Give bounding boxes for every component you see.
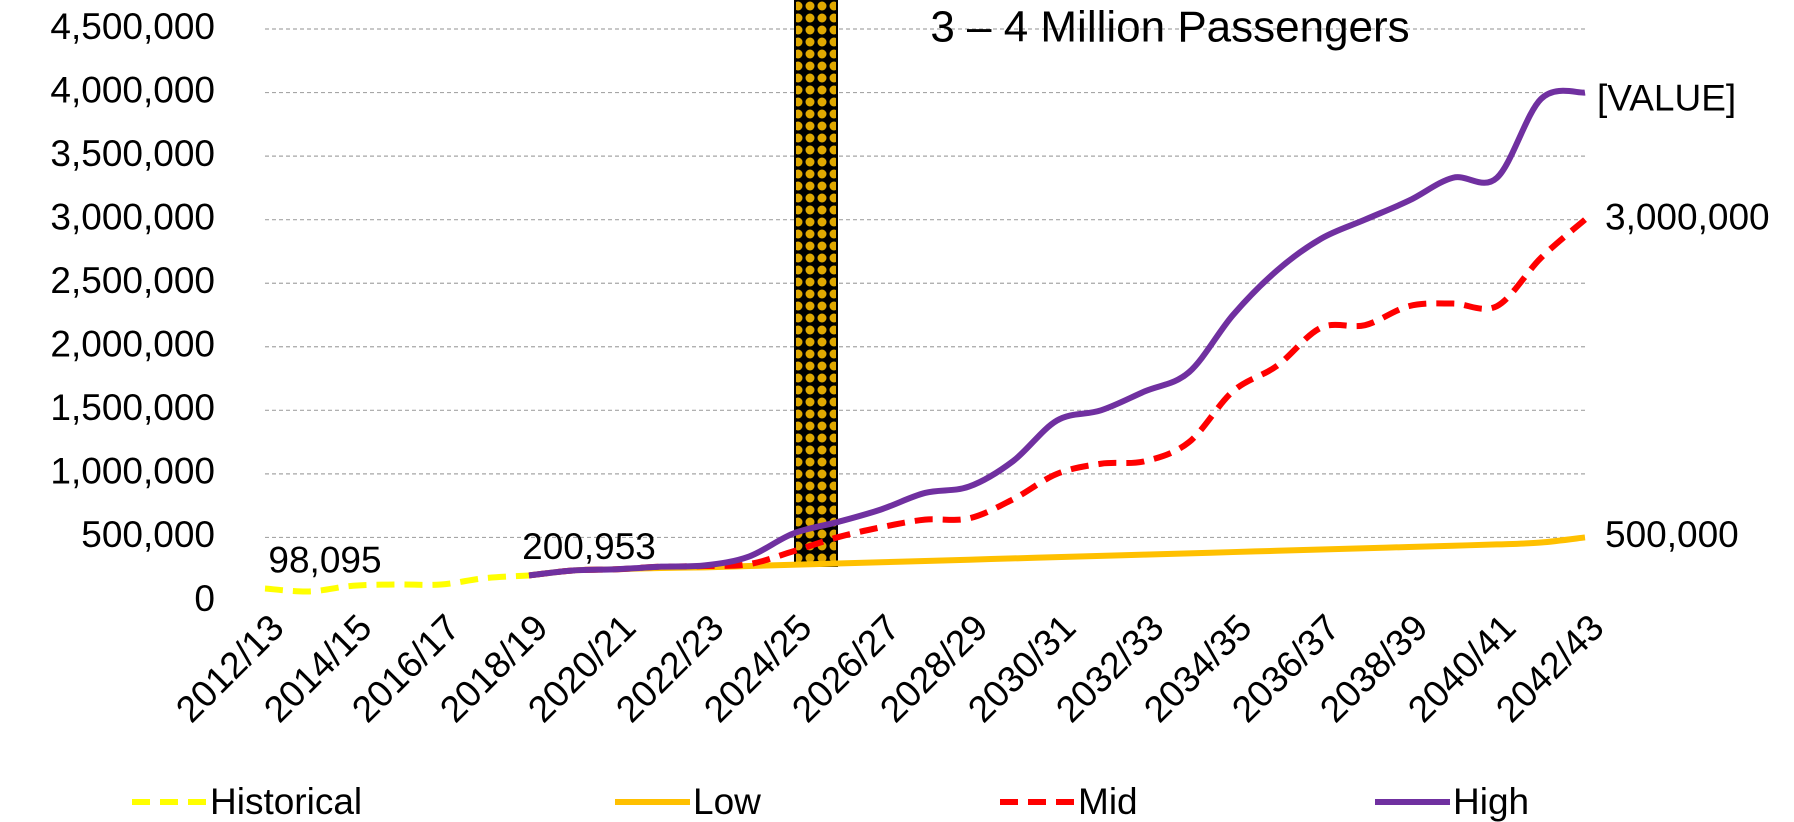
- legend-label: High: [1453, 781, 1529, 822]
- data-label: 3,000,000: [1605, 196, 1770, 237]
- data-label: 200,953: [522, 526, 656, 567]
- y-tick-label: 2,000,000: [50, 324, 215, 365]
- y-tick-label: 1,000,000: [50, 451, 215, 492]
- y-tick-label: 4,000,000: [50, 69, 215, 110]
- y-tick-label: 3,000,000: [50, 196, 215, 237]
- y-tick-label: 0: [194, 578, 215, 619]
- data-label: 500,000: [1605, 514, 1739, 555]
- annotation-value: [VALUE]: [1597, 77, 1736, 118]
- legend-label: Low: [693, 781, 761, 822]
- series-line: [528, 534, 1586, 579]
- series-line: [528, 217, 1587, 579]
- y-tick-label: 1,500,000: [50, 387, 215, 428]
- highlight-bar: [794, 0, 838, 567]
- y-tick-label: 3,500,000: [50, 133, 215, 174]
- legend-label: Mid: [1078, 781, 1138, 822]
- y-tick-label: 4,500,000: [50, 6, 215, 47]
- y-tick-label: 500,000: [81, 514, 215, 555]
- series-line: [264, 572, 530, 595]
- data-label: 98,095: [268, 539, 381, 580]
- series-line: [528, 87, 1586, 579]
- y-tick-label: 2,500,000: [50, 260, 215, 301]
- annotation-title: 3 – 4 Million Passengers: [930, 3, 1409, 52]
- legend-label: Historical: [210, 781, 362, 822]
